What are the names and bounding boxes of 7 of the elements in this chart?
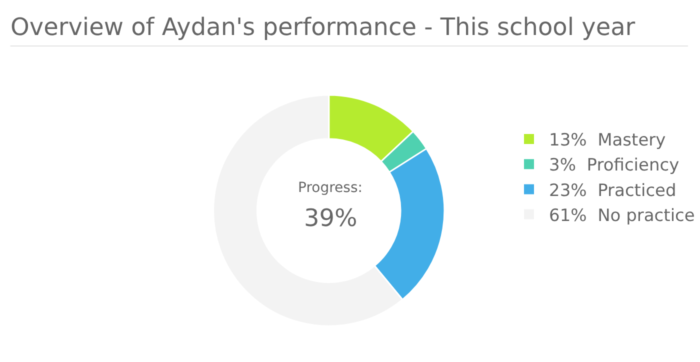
legend-label: 61% No practice (549, 206, 695, 226)
text: Progress: (298, 180, 362, 196)
chart-title: Overview of Aydan's performance - This school year (10, 12, 636, 41)
text: 39% (304, 204, 358, 232)
legend-label: 3% Proficiency (549, 156, 680, 176)
legend-label: 23% Practiced (549, 180, 676, 201)
legend-label: 13% Mastery (549, 130, 666, 151)
